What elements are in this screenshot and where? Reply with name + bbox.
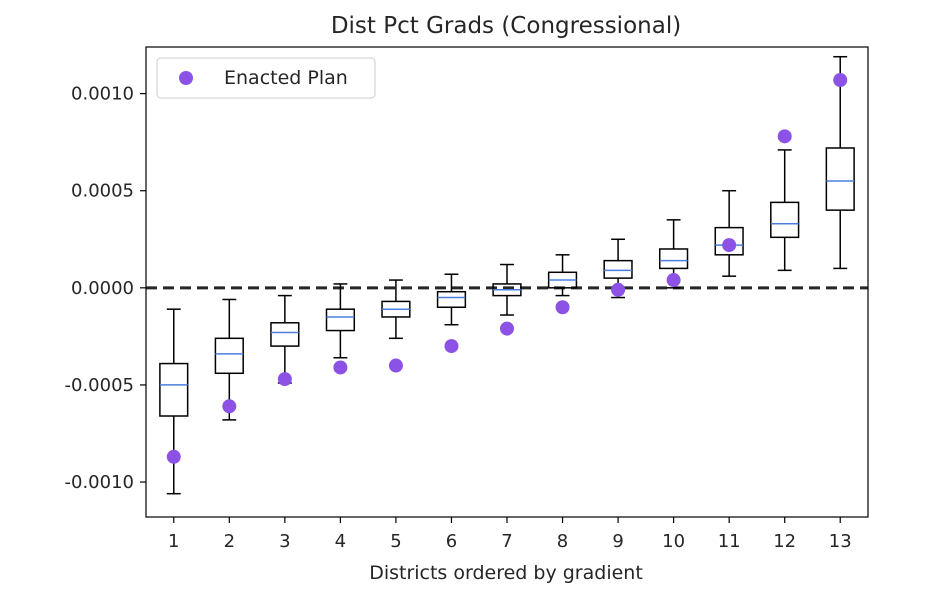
- x-tick-label: 5: [390, 531, 401, 552]
- enacted-point-9: [611, 282, 626, 297]
- box-district-8: [547, 254, 578, 297]
- x-tick-label: 10: [662, 531, 685, 552]
- enacted-point-5: [388, 358, 403, 373]
- y-tick-label: -0.0010: [65, 472, 134, 493]
- box-district-5: [381, 279, 411, 340]
- enacted-point-8: [555, 300, 570, 315]
- box-district-11: [714, 189, 744, 277]
- legend: Enacted Plan: [156, 57, 376, 99]
- box-district-7: [492, 263, 522, 316]
- box-district-13: [825, 55, 855, 270]
- x-tick-label: 11: [718, 531, 741, 552]
- box-iqr: [603, 259, 633, 279]
- enacted-point-10: [666, 273, 681, 288]
- x-tick-label: 13: [829, 531, 852, 552]
- x-tick-label: 12: [773, 531, 796, 552]
- x-tick-label: 9: [612, 531, 623, 552]
- box-iqr: [770, 201, 800, 239]
- enacted-point-13: [833, 73, 848, 88]
- box-iqr: [214, 337, 244, 375]
- y-tick-label: 0.0000: [71, 278, 134, 299]
- box-iqr: [270, 322, 300, 347]
- box-iqr: [159, 362, 189, 417]
- enacted-point-3: [277, 372, 292, 387]
- enacted-point-6: [444, 339, 459, 354]
- x-tick-label: 6: [446, 531, 457, 552]
- box-district-1: [159, 308, 189, 495]
- x-axis-title: Districts ordered by gradient: [369, 562, 643, 584]
- box-district-3: [270, 294, 300, 384]
- enacted-point-12: [777, 129, 792, 144]
- box-district-4: [325, 283, 356, 359]
- legend-marker: [179, 71, 193, 85]
- enacted-point-1: [166, 449, 181, 464]
- x-tick-label: 3: [279, 531, 290, 552]
- x-tick-label: 7: [501, 531, 512, 552]
- legend-label: Enacted Plan: [224, 67, 348, 89]
- box-iqr: [658, 248, 689, 270]
- box-iqr: [325, 308, 356, 332]
- box-iqr: [825, 147, 855, 211]
- enacted-point-4: [333, 360, 348, 375]
- enacted-point-7: [500, 321, 514, 336]
- legend-box: [156, 57, 376, 99]
- box-district-6: [436, 273, 467, 326]
- enacted-point-2: [222, 399, 237, 414]
- x-tick-label: 8: [557, 531, 568, 552]
- y-tick-label: -0.0005: [65, 375, 134, 396]
- x-tick-label: 2: [224, 531, 235, 552]
- box-iqr: [714, 226, 744, 256]
- box-district-10: [658, 219, 689, 289]
- y-tick-label: 0.0010: [71, 84, 134, 105]
- x-tick-label: 1: [168, 531, 179, 552]
- x-tick-label: 4: [335, 531, 346, 552]
- box-iqr: [436, 290, 467, 308]
- enacted-point-11: [722, 238, 737, 253]
- box-district-12: [770, 149, 800, 272]
- y-tick-label: 0.0005: [71, 181, 134, 202]
- chart-title: Dist Pct Grads (Congressional): [331, 13, 681, 39]
